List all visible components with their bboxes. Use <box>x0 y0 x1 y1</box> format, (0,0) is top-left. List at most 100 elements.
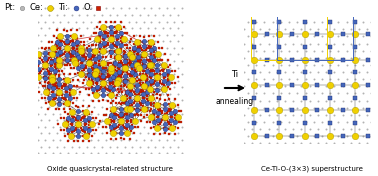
Point <box>75 60 81 62</box>
Point <box>49 79 55 81</box>
Point <box>53 50 59 53</box>
Point <box>113 96 119 99</box>
Point <box>54 0 60 3</box>
Point <box>52 54 58 57</box>
Point <box>175 14 181 16</box>
Point <box>119 102 125 105</box>
Point <box>131 108 137 111</box>
Point <box>49 52 55 55</box>
Point <box>261 21 267 24</box>
Point <box>112 125 118 128</box>
Point <box>164 139 170 141</box>
Point <box>115 38 121 41</box>
Point <box>278 64 284 66</box>
Point <box>110 120 116 122</box>
Point <box>88 125 94 128</box>
Point <box>178 121 184 124</box>
Point <box>51 96 57 99</box>
Point <box>79 61 85 64</box>
Point <box>78 73 84 76</box>
Point <box>241 71 247 74</box>
Point <box>59 84 65 87</box>
Point <box>125 139 132 141</box>
Point <box>302 58 308 61</box>
Point <box>127 46 133 49</box>
Point <box>108 55 114 58</box>
Point <box>110 108 116 111</box>
Point <box>81 67 87 70</box>
Point <box>122 145 128 148</box>
Point <box>68 67 74 70</box>
Point <box>332 56 338 59</box>
Point <box>265 142 271 145</box>
Point <box>111 120 117 123</box>
Point <box>161 84 167 87</box>
Point <box>289 134 295 137</box>
Point <box>172 119 178 122</box>
Point <box>46 84 52 87</box>
Point <box>307 14 313 17</box>
Point <box>101 38 107 41</box>
Point <box>344 121 350 123</box>
Point <box>55 122 61 125</box>
Point <box>116 90 122 93</box>
Point <box>141 152 147 155</box>
Point <box>71 35 77 38</box>
Point <box>151 121 157 124</box>
Point <box>81 54 87 57</box>
Point <box>175 0 181 3</box>
Point <box>39 46 45 49</box>
Point <box>52 78 58 81</box>
Point <box>99 119 105 122</box>
Point <box>164 73 170 76</box>
Point <box>151 46 157 49</box>
Point <box>57 46 63 49</box>
Point <box>79 65 85 68</box>
Point <box>96 51 102 54</box>
Point <box>167 40 174 43</box>
Point <box>253 49 259 52</box>
Point <box>81 52 87 55</box>
Point <box>294 92 301 95</box>
Point <box>67 64 73 67</box>
Point <box>86 112 92 115</box>
Point <box>70 128 76 131</box>
Point <box>130 56 136 59</box>
Point <box>161 122 167 125</box>
Point <box>103 55 109 58</box>
Point <box>144 79 150 81</box>
Point <box>257 114 263 116</box>
Point <box>132 57 138 59</box>
Point <box>298 14 304 17</box>
Point <box>45 82 51 84</box>
Point <box>62 122 68 125</box>
Point <box>68 54 74 57</box>
Point <box>171 7 177 10</box>
Point <box>88 58 94 60</box>
Point <box>141 115 147 118</box>
Point <box>172 109 178 112</box>
Point <box>154 68 160 71</box>
Point <box>120 63 126 66</box>
Point <box>111 123 117 126</box>
Point <box>323 71 329 74</box>
Point <box>86 73 92 76</box>
Point <box>155 64 161 67</box>
Point <box>52 58 58 61</box>
Point <box>107 119 113 122</box>
Point <box>124 90 130 93</box>
Point <box>158 121 164 124</box>
Point <box>129 67 135 70</box>
Point <box>167 106 174 108</box>
Point <box>66 50 72 53</box>
Point <box>315 28 321 31</box>
Point <box>54 40 60 43</box>
Point <box>122 132 128 135</box>
Point <box>94 78 100 81</box>
Point <box>319 106 325 109</box>
Point <box>64 63 70 66</box>
Point <box>74 57 80 59</box>
Point <box>103 152 109 155</box>
Point <box>95 125 101 128</box>
Point <box>144 98 150 100</box>
